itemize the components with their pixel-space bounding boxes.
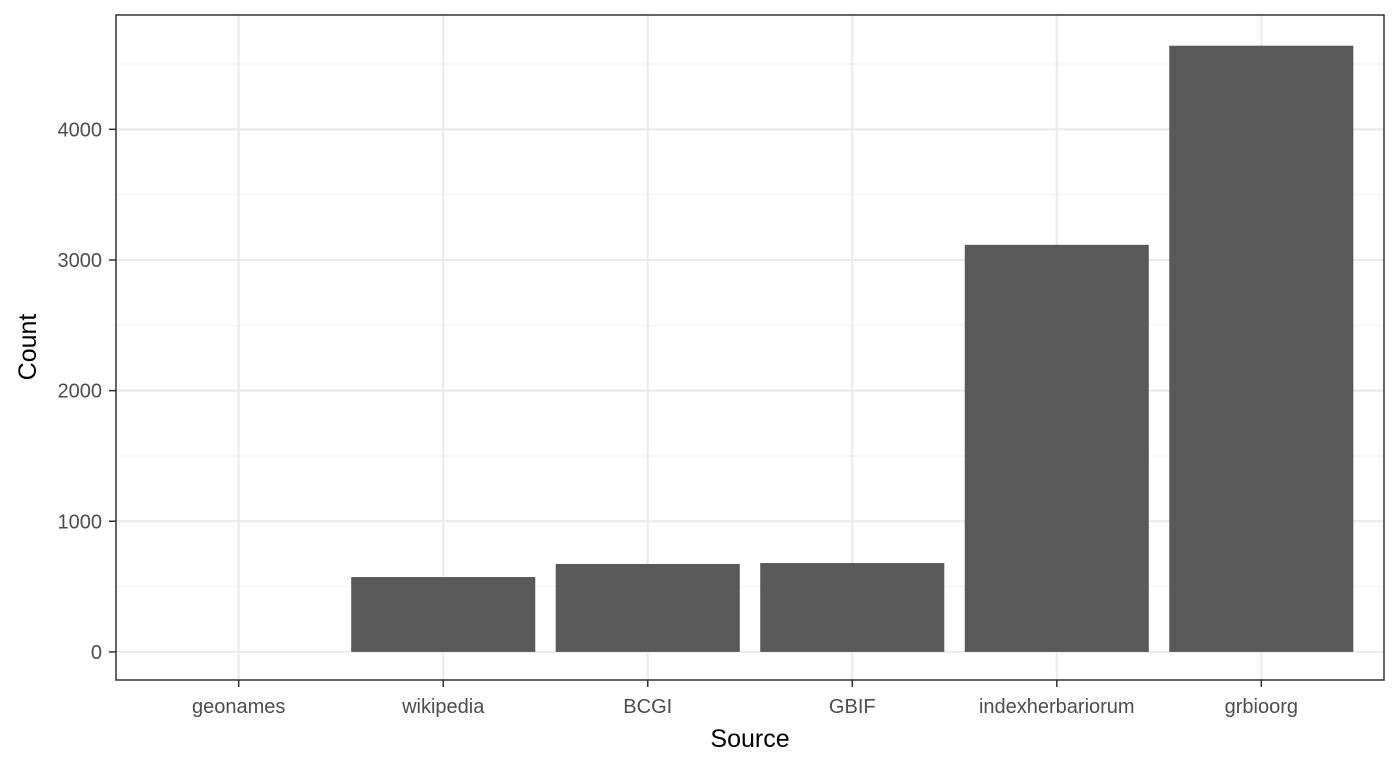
x-tick-label-bcgi: BCGI <box>623 696 672 718</box>
panel-border <box>115 14 1385 681</box>
axis-ticks <box>109 128 1263 687</box>
bar-grbioorg <box>1169 45 1354 652</box>
y-tick-label: 4000 <box>58 119 103 141</box>
y-axis-title: Count <box>14 314 42 381</box>
x-axis-title: Source <box>710 725 789 753</box>
x-tick-label-grbioorg: grbioorg <box>1225 696 1298 718</box>
bar-indexherbariorum <box>964 244 1149 652</box>
bar-gbif <box>760 563 945 652</box>
y-tick-label: 0 <box>91 642 102 664</box>
y-tick-label: 3000 <box>58 250 103 272</box>
x-tick-label-wikipedia: wikipedia <box>401 696 485 718</box>
x-tick-label-geonames: geonames <box>192 696 285 718</box>
x-tick-label-indexherbariorum: indexherbariorum <box>979 696 1135 718</box>
bar-wikipedia <box>351 577 536 652</box>
bars <box>351 45 1354 652</box>
y-tick-label: 1000 <box>58 511 103 533</box>
y-tick-label: 2000 <box>58 381 103 403</box>
x-tick-label-gbif: GBIF <box>829 696 876 718</box>
tick-labels: 0 1000 2000 3000 4000 geonames wikipedia BCGI GB… <box>58 119 1298 718</box>
bar-bcgi <box>555 563 740 652</box>
